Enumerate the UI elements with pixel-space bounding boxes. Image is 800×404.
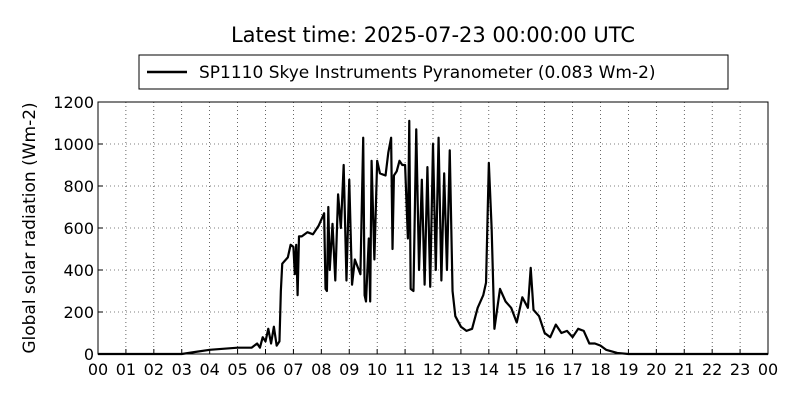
x-tick-label: 14 [479, 360, 499, 379]
y-tick-label: 0 [84, 345, 94, 364]
x-tick-label: 09 [339, 360, 359, 379]
x-tick-label: 04 [199, 360, 219, 379]
x-tick-label: 23 [730, 360, 750, 379]
y-tick-label: 200 [63, 303, 94, 322]
x-tick-label: 00 [88, 360, 108, 379]
x-tick-label: 12 [423, 360, 443, 379]
plot-frame [97, 101, 769, 355]
x-tick-label: 19 [618, 360, 638, 379]
x-tick-label: 02 [144, 360, 164, 379]
x-tick-label: 17 [562, 360, 582, 379]
chart-title: Latest time: 2025-07-23 00:00:00 UTC [231, 23, 635, 47]
x-tick-label: 11 [395, 360, 415, 379]
x-tick-label: 13 [451, 360, 471, 379]
legend-box [138, 54, 729, 90]
data-line [98, 119, 768, 356]
x-tick-label: 22 [702, 360, 722, 379]
x-tick-label: 05 [227, 360, 247, 379]
legend-label: SP1110 Skye Instruments Pyranometer (0.0… [199, 63, 656, 83]
x-tick-label: 01 [116, 360, 136, 379]
x-tick-label: 06 [255, 360, 275, 379]
x-tick-label: 20 [646, 360, 666, 379]
x-tick-label: 16 [534, 360, 554, 379]
x-tick-label: 00 [758, 360, 778, 379]
legend: SP1110 Skye Instruments Pyranometer (0.0… [138, 54, 729, 90]
x-tick-label: 07 [283, 360, 303, 379]
x-tick-label: 03 [172, 360, 192, 379]
x-tick-label: 10 [367, 360, 387, 379]
y-tick-label: 800 [63, 177, 94, 196]
x-tick-label: 18 [590, 360, 610, 379]
y-axis-label: Global solar radiation (Wm-2) [20, 102, 40, 353]
y-tick-label: 1200 [53, 93, 94, 112]
y-tick-label: 1000 [53, 135, 94, 154]
x-tick-label: 21 [674, 360, 694, 379]
y-tick-label: 600 [63, 219, 94, 238]
y-tick-label: 400 [63, 261, 94, 280]
x-tick-label: 15 [507, 360, 527, 379]
x-tick-label: 08 [311, 360, 331, 379]
